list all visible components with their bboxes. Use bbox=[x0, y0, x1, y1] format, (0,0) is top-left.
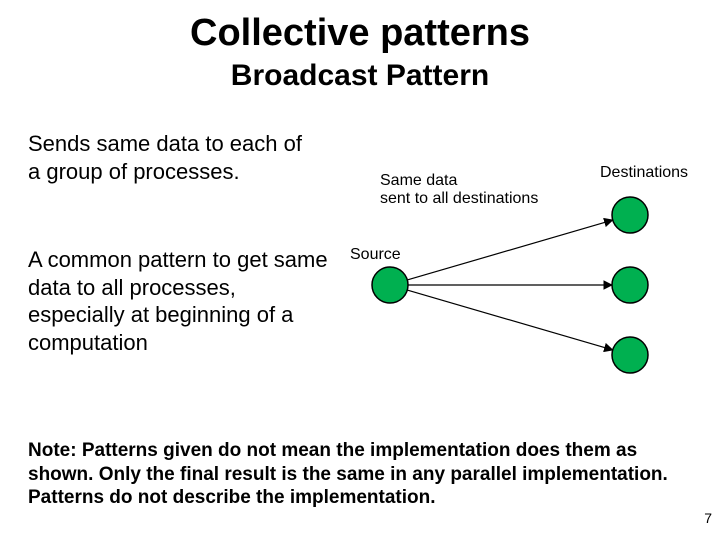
page-number: 7 bbox=[704, 510, 712, 526]
page-title: Collective patterns bbox=[0, 0, 720, 55]
dest-node-3 bbox=[612, 337, 648, 373]
label-source: Source bbox=[350, 246, 401, 264]
label-destinations: Destinations bbox=[600, 164, 688, 182]
paragraph-common: A common pattern to get same data to all… bbox=[28, 246, 328, 356]
dest-node-1 bbox=[612, 197, 648, 233]
broadcast-diagram: Same datasent to all destinations Destin… bbox=[340, 160, 690, 420]
broadcast-arrow bbox=[407, 220, 612, 280]
source-node bbox=[372, 267, 408, 303]
dest-node-2 bbox=[612, 267, 648, 303]
page-subtitle: Broadcast Pattern bbox=[0, 55, 720, 93]
paragraph-sends: Sends same data to each of a group of pr… bbox=[28, 130, 318, 185]
label-same-data: Same datasent to all destinations bbox=[380, 172, 580, 209]
broadcast-arrow bbox=[407, 290, 612, 350]
note-text: Note: Patterns given do not mean the imp… bbox=[28, 439, 668, 510]
